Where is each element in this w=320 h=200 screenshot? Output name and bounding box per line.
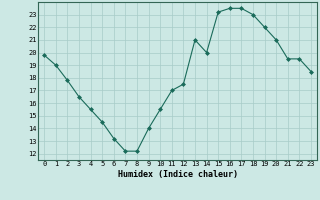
X-axis label: Humidex (Indice chaleur): Humidex (Indice chaleur) [118,170,238,179]
